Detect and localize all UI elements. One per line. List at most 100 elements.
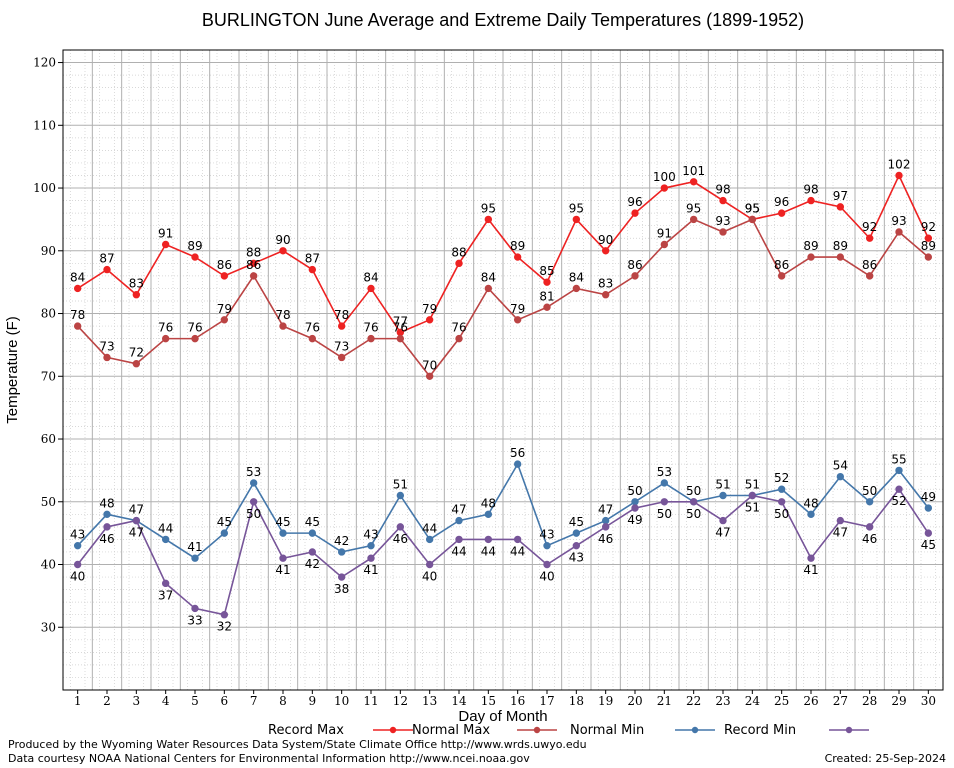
data-point <box>191 253 199 261</box>
data-label: 43 <box>569 551 584 565</box>
data-point <box>337 548 346 556</box>
series-line <box>77 462 929 560</box>
series-record-max: 8487839189868890877884777988958985959096… <box>70 157 936 337</box>
data-point <box>543 278 551 286</box>
data-label: 42 <box>334 534 349 548</box>
x-tick-label: 21 <box>657 694 672 708</box>
data-point <box>132 291 141 299</box>
data-point <box>425 316 434 324</box>
data-label: 47 <box>451 503 466 517</box>
x-tick-label: 23 <box>715 694 730 708</box>
x-tick-label: 25 <box>774 694 789 708</box>
data-point <box>249 479 258 487</box>
data-label: 85 <box>539 264 554 278</box>
chart-title: BURLINGTON June Average and Extreme Dail… <box>202 10 804 30</box>
x-tick-label: 27 <box>833 694 848 708</box>
data-point <box>924 504 933 512</box>
data-label: 84 <box>569 270 584 284</box>
data-label: 96 <box>774 195 789 209</box>
data-point <box>895 485 903 493</box>
data-point <box>191 554 199 562</box>
data-point <box>279 322 287 330</box>
data-point <box>807 510 815 519</box>
series-line <box>77 487 929 616</box>
data-point <box>161 535 170 544</box>
data-label: 47 <box>598 503 613 517</box>
data-point <box>865 234 874 242</box>
data-point <box>865 523 874 531</box>
x-tick-label: 14 <box>451 694 467 708</box>
x-tick-label: 22 <box>686 694 701 708</box>
y-tick-label: 30 <box>41 620 56 634</box>
data-label: 41 <box>363 563 378 577</box>
data-label: 88 <box>451 245 466 259</box>
x-tick-label: 9 <box>309 694 317 708</box>
data-point <box>865 498 874 506</box>
series-record-min: 40 46 47 37 33 32 50 41 42 38 41 46 40 44 44 44 40 43 46 49… <box>70 485 936 634</box>
data-point <box>455 516 463 525</box>
data-point <box>572 215 581 224</box>
x-tick-label: 7 <box>250 694 258 708</box>
legend-label: Normal Min <box>570 723 644 738</box>
data-point <box>777 272 786 280</box>
data-label: 51 <box>745 477 760 491</box>
data-point <box>73 541 82 550</box>
series-line <box>77 173 930 334</box>
data-point <box>631 209 639 217</box>
data-label: 102 <box>888 157 911 171</box>
data-label: 43 <box>70 528 85 542</box>
y-tick-label: 90 <box>41 244 56 258</box>
data-label: 95 <box>745 201 760 215</box>
y-tick-label: 110 <box>33 118 56 132</box>
data-label: 53 <box>657 465 672 479</box>
data-point <box>924 234 933 242</box>
data-label: 55 <box>891 452 906 466</box>
data-point <box>308 334 317 343</box>
data-point <box>513 316 522 324</box>
data-label: 47 <box>715 526 730 540</box>
x-tick-label: 28 <box>862 694 877 708</box>
x-tick-label: 6 <box>221 694 229 708</box>
data-point <box>631 272 639 280</box>
data-point <box>337 573 346 581</box>
data-point <box>455 334 463 343</box>
data-point <box>601 291 610 299</box>
data-label: 47 <box>129 503 144 517</box>
data-point <box>719 491 727 500</box>
data-point <box>513 535 522 544</box>
data-label: 91 <box>158 227 173 241</box>
data-point <box>660 240 669 249</box>
data-point <box>484 510 493 519</box>
data-point <box>132 360 141 368</box>
data-label: 40 <box>70 570 85 584</box>
data-label: 46 <box>598 532 613 546</box>
data-point <box>924 529 933 537</box>
data-label: 41 <box>187 540 202 554</box>
data-label: 83 <box>129 277 144 291</box>
data-label: 87 <box>99 252 114 266</box>
data-point <box>836 203 845 211</box>
series-normal-min: 43 48 47 44 41 45 53 45 45 42 43 51 44 47 48 56 43 45 47 50… <box>70 446 936 562</box>
data-point <box>308 529 317 537</box>
data-point <box>308 548 317 556</box>
x-tick-label: 4 <box>162 694 170 708</box>
data-point <box>748 215 757 224</box>
data-point <box>220 611 229 619</box>
data-label: 91 <box>657 227 672 241</box>
data-point <box>513 253 522 261</box>
data-point <box>191 604 199 613</box>
data-point <box>660 184 669 192</box>
x-tick-label: 3 <box>133 694 141 708</box>
data-point <box>484 535 493 544</box>
data-label: 76 <box>393 321 408 335</box>
data-label: 79 <box>217 302 232 316</box>
legend-label: Record Min <box>724 723 796 738</box>
data-label: 45 <box>275 515 290 529</box>
data-label: 73 <box>334 339 349 353</box>
data-point <box>103 510 111 519</box>
data-label: 44 <box>510 544 525 558</box>
data-point <box>836 253 845 261</box>
data-point <box>719 228 727 236</box>
data-label: 32 <box>217 620 232 634</box>
